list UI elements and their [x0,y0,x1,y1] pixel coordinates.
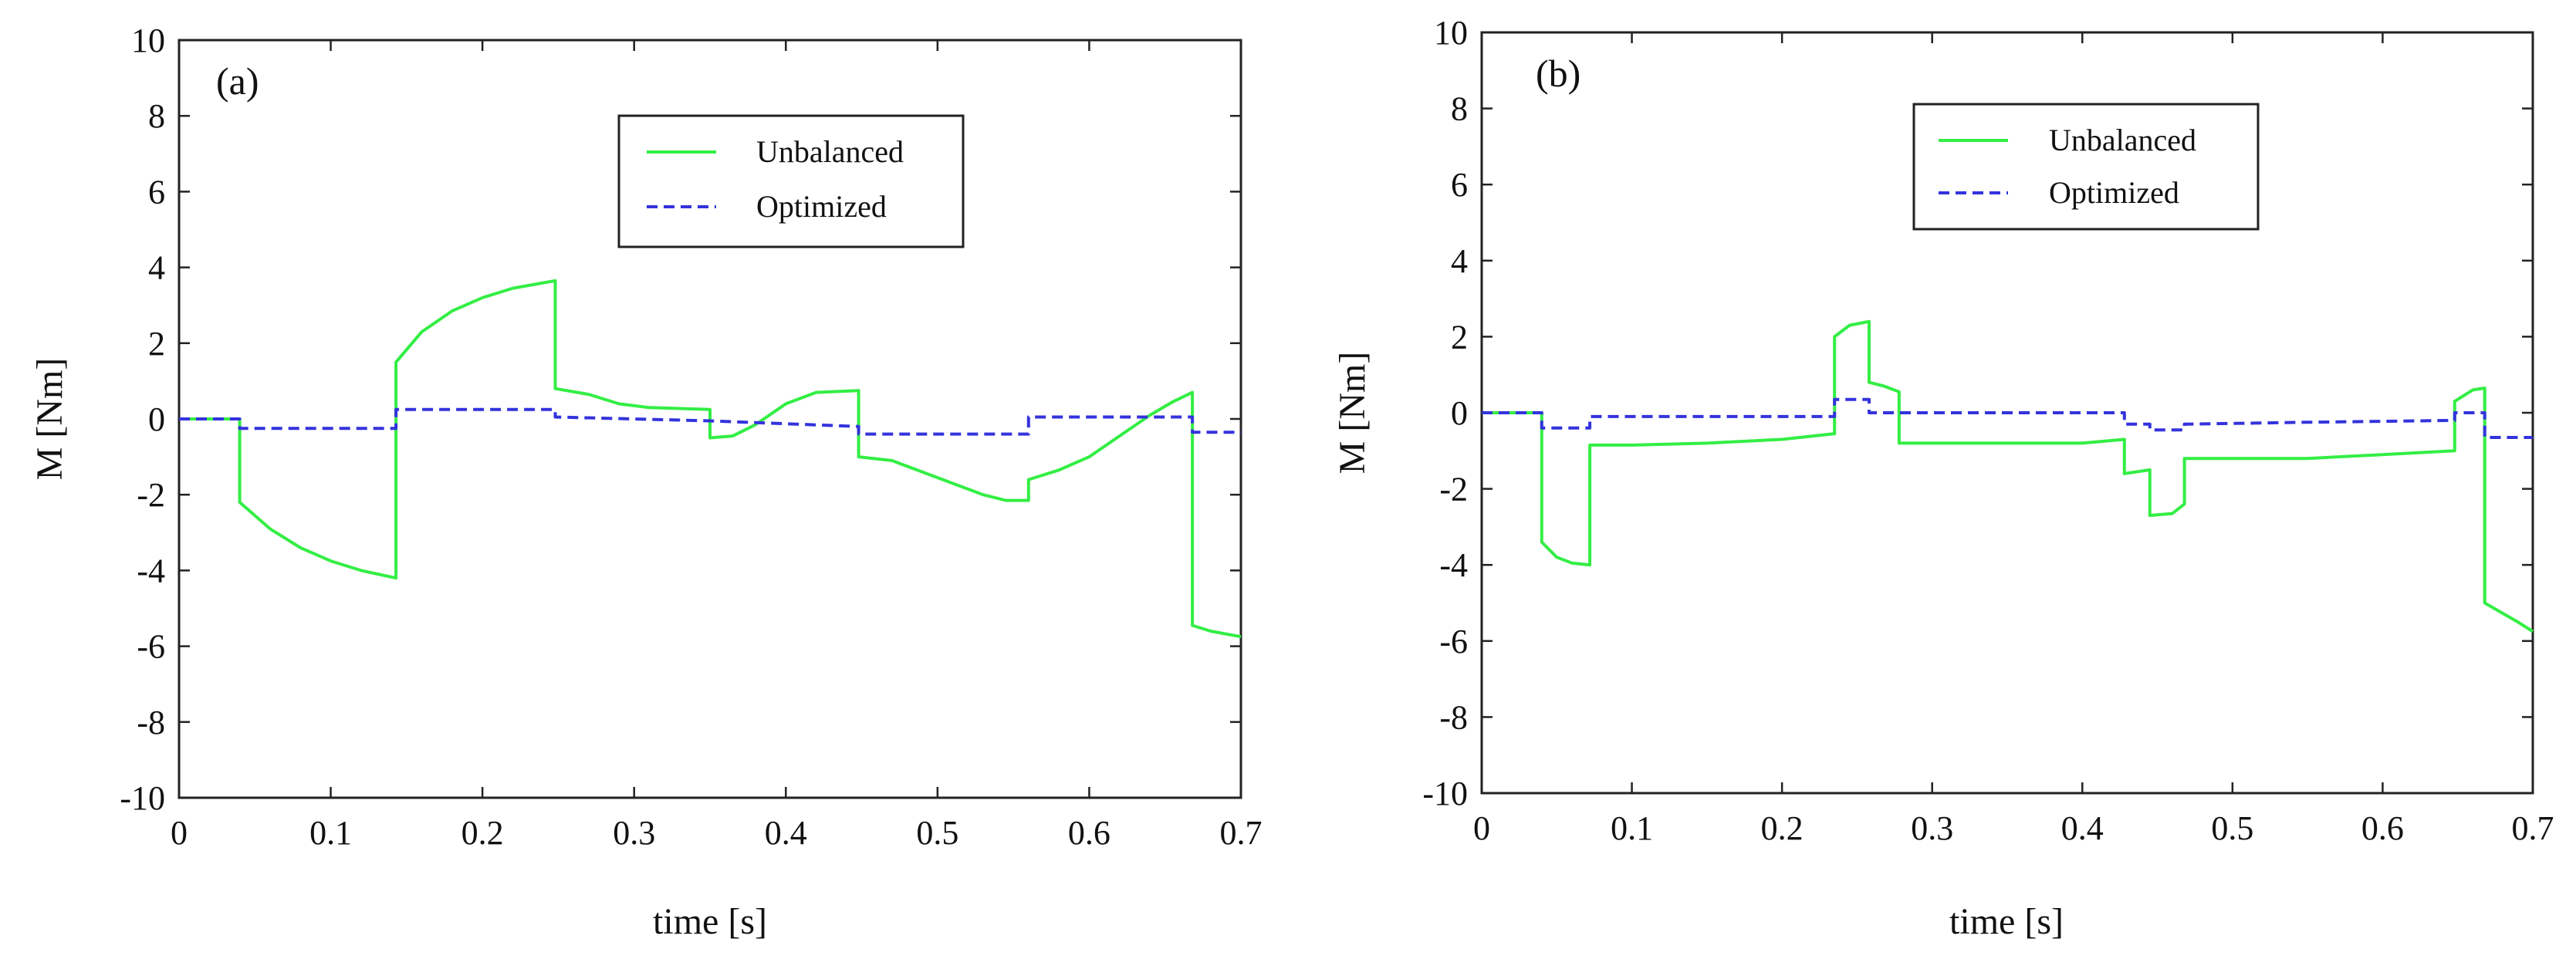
y-tick-label: -8 [137,704,165,741]
x-tick-label: 0.1 [1611,809,1653,847]
panel-b: 0 0.1 0.2 0.3 0.4 0.5 0.6 0.7 10 8 6 4 2 0 -2 -4 -6 -8 -10… [1332,14,2554,942]
x-tick-label: 0.6 [1068,814,1111,852]
x-tick-label: 0.5 [2211,809,2253,847]
y-tick-label: 2 [1451,318,1468,356]
x-tick-label: 0.7 [1220,814,1263,852]
x-axis-label: time [s] [1949,901,2064,942]
x-axis-label: time [s] [653,901,767,942]
legend-label-optimized: Optimized [2049,175,2179,210]
series-line-unbalanced [179,279,1242,639]
y-tick-label: 4 [1451,242,1468,280]
x-tick-label: 0.7 [2512,809,2554,847]
y-tick-label: -8 [1439,698,1468,736]
legend: Unbalanced Optimized [617,114,965,248]
series-layer [1482,319,2534,633]
series-line-optimized [179,407,1241,436]
series-line-optimized [1482,397,2533,439]
y-tick-label: 8 [148,97,165,135]
y-tick-label: 6 [148,173,165,211]
legend-label-optimized: Optimized [756,189,887,224]
x-tick-label: 0.1 [309,814,352,852]
y-tick-label: 2 [148,325,165,363]
x-tick-label: 0.2 [1761,809,1804,847]
tick-labels: 0 0.1 0.2 0.3 0.4 0.5 0.6 0.7 10 8 6 4 2 0 -2 -4 -6 -8 -10 [120,22,1262,852]
x-tick-label: 0.3 [1911,809,1953,847]
y-tick-label: 0 [148,400,165,438]
y-axis-label: M [Nm] [1332,352,1373,474]
panel-label: (b) [1536,52,1580,95]
y-tick-label: -6 [1439,623,1468,660]
x-tick-label: 0.3 [613,814,655,852]
y-tick-label: -6 [137,628,165,666]
x-tick-label: 0.5 [916,814,958,852]
x-tick-label: 0.2 [461,814,504,852]
legend: Unbalanced Optimized [1912,103,2260,231]
legend-box [1912,103,2260,231]
y-tick-label: -2 [1439,471,1468,508]
legend-label-unbalanced: Unbalanced [2049,123,2196,157]
x-tick-label: 0.4 [2061,809,2104,847]
y-tick-label: 6 [1451,166,1468,204]
y-axis-label: M [Nm] [29,358,70,481]
y-tick-label: -4 [137,552,165,589]
panel-a: 0 0.1 0.2 0.3 0.4 0.5 0.6 0.7 10 8 6 4 2 0 -2 -4 -6 -8 -10… [29,22,1263,942]
y-tick-label: 10 [131,22,165,59]
y-tick-label: -10 [1422,775,1468,812]
tick-marks [177,39,1242,799]
legend-box [617,114,965,248]
series-line-unbalanced [1482,319,2534,633]
y-tick-label: 10 [1434,14,1468,52]
y-tick-label: 8 [1451,90,1468,128]
y-tick-label: 0 [1451,394,1468,432]
y-tick-label: -4 [1439,546,1468,584]
legend-label-unbalanced: Unbalanced [756,134,904,169]
panel-label: (a) [216,59,259,103]
x-tick-label: 0.6 [2361,809,2404,847]
x-tick-label: 0 [1473,809,1490,847]
y-tick-label: -10 [120,779,165,817]
x-tick-label: 0.4 [765,814,807,852]
x-tick-label: 0 [171,814,188,852]
series-layer [179,279,1242,639]
y-tick-label: -2 [137,476,165,514]
y-tick-label: 4 [148,249,165,287]
tick-labels: 0 0.1 0.2 0.3 0.4 0.5 0.6 0.7 10 8 6 4 2 0 -2 -4 -6 -8 -10 [1422,14,2554,847]
